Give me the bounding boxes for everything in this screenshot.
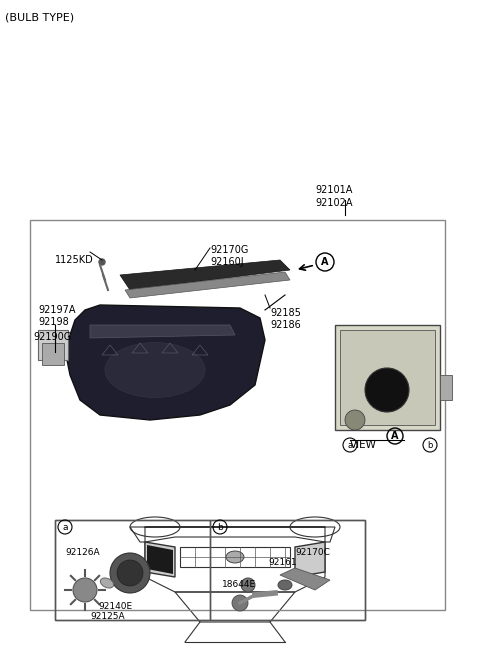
- Text: A: A: [391, 431, 399, 441]
- Bar: [30, 220, 445, 610]
- Text: 92160J: 92160J: [210, 257, 244, 267]
- Bar: [210, 520, 365, 620]
- Text: 92170C: 92170C: [295, 548, 330, 557]
- Circle shape: [73, 578, 97, 602]
- Text: 92185: 92185: [270, 308, 301, 318]
- Text: 1125KD: 1125KD: [55, 255, 94, 265]
- Polygon shape: [65, 305, 265, 420]
- Bar: [55, 520, 210, 620]
- Text: 92197A: 92197A: [38, 305, 75, 315]
- Text: 92101A: 92101A: [315, 185, 352, 195]
- Text: (BULB TYPE): (BULB TYPE): [5, 12, 74, 22]
- Polygon shape: [147, 545, 173, 574]
- Polygon shape: [120, 260, 290, 290]
- Text: a: a: [348, 440, 353, 449]
- Text: 92140E: 92140E: [98, 602, 132, 611]
- Bar: [335, 325, 440, 430]
- Bar: [38, 330, 68, 360]
- Ellipse shape: [226, 551, 244, 563]
- Circle shape: [99, 259, 105, 265]
- Circle shape: [232, 595, 248, 611]
- Circle shape: [345, 410, 365, 430]
- Polygon shape: [280, 568, 330, 590]
- Text: 92161: 92161: [268, 558, 297, 567]
- Polygon shape: [145, 542, 175, 577]
- Text: 92170G: 92170G: [210, 245, 248, 255]
- Bar: [340, 330, 435, 425]
- Polygon shape: [90, 325, 235, 338]
- Text: b: b: [217, 522, 223, 532]
- Ellipse shape: [278, 580, 292, 590]
- Circle shape: [365, 368, 409, 412]
- Bar: [55, 520, 365, 620]
- Text: a: a: [62, 522, 68, 532]
- Circle shape: [110, 553, 150, 593]
- Bar: [42, 343, 64, 365]
- Ellipse shape: [105, 342, 205, 397]
- Text: 92126A: 92126A: [65, 548, 100, 557]
- Text: VIEW: VIEW: [350, 440, 377, 450]
- Ellipse shape: [100, 578, 114, 588]
- Text: 92198: 92198: [38, 317, 69, 327]
- Text: 18644E: 18644E: [222, 580, 256, 589]
- Polygon shape: [125, 272, 290, 298]
- Text: 92125A: 92125A: [90, 612, 125, 621]
- Text: 92190G: 92190G: [33, 332, 71, 342]
- Text: b: b: [427, 440, 432, 449]
- Circle shape: [117, 560, 143, 586]
- Polygon shape: [295, 542, 325, 577]
- Bar: [180, 547, 290, 567]
- Text: 92186: 92186: [270, 320, 301, 330]
- Circle shape: [241, 578, 255, 592]
- Bar: [440, 375, 452, 400]
- Text: 92102A: 92102A: [315, 198, 352, 208]
- Text: A: A: [321, 257, 329, 267]
